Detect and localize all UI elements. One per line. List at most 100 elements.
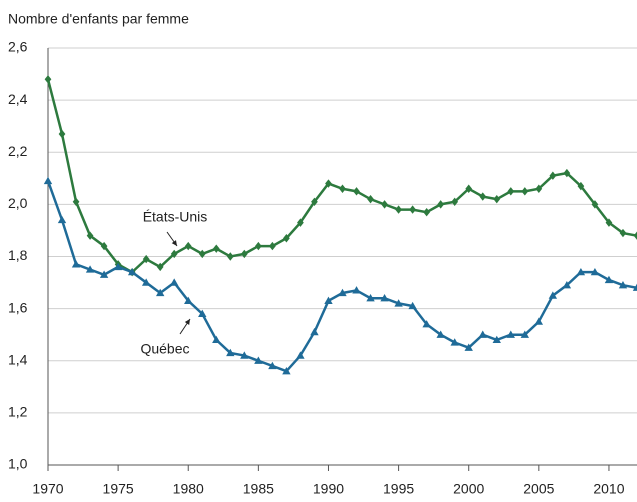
point <box>395 205 402 214</box>
series-label: États-Unis <box>143 209 208 225</box>
point <box>507 187 515 196</box>
point <box>604 275 614 284</box>
point <box>282 366 291 375</box>
point <box>240 249 248 259</box>
point <box>156 262 164 272</box>
y-axis-label: Nombre d'enfants par femme <box>8 11 189 27</box>
arrow-head <box>171 240 177 246</box>
y-tick-label: 2,4 <box>8 91 28 107</box>
point <box>127 267 137 276</box>
point <box>520 330 530 338</box>
point <box>254 356 263 364</box>
point <box>283 234 290 243</box>
y-tick-label: 2,2 <box>8 143 28 159</box>
point <box>492 335 501 344</box>
point <box>479 192 487 201</box>
series-label: Québec <box>140 341 189 357</box>
point <box>394 299 403 307</box>
point <box>591 200 599 209</box>
point <box>548 291 558 299</box>
point <box>436 330 445 338</box>
point <box>184 296 193 304</box>
point <box>451 197 459 206</box>
point <box>86 231 94 240</box>
point <box>633 231 637 240</box>
point <box>464 343 473 351</box>
point <box>506 330 515 338</box>
point <box>353 187 360 196</box>
point <box>226 252 234 261</box>
point <box>352 286 361 294</box>
point <box>240 351 249 359</box>
x-tick-label: 2005 <box>523 481 554 497</box>
y-tick-label: 1,8 <box>8 247 28 263</box>
point <box>339 184 346 193</box>
point <box>113 262 123 271</box>
point <box>71 260 81 268</box>
x-tick-label: 2000 <box>453 481 484 497</box>
series-line <box>46 78 637 274</box>
point <box>437 200 445 209</box>
point <box>72 197 80 206</box>
arrow-head <box>184 319 190 325</box>
x-tick-label: 1975 <box>103 481 134 497</box>
x-tick-label: 1970 <box>32 481 63 497</box>
point <box>44 75 52 84</box>
point <box>212 244 220 253</box>
point <box>562 280 572 289</box>
point <box>422 320 431 328</box>
point <box>170 249 178 259</box>
point <box>478 330 487 338</box>
point <box>325 179 332 188</box>
point <box>198 249 206 259</box>
point <box>268 361 277 370</box>
point <box>155 288 165 297</box>
point <box>381 200 388 209</box>
point <box>577 181 585 191</box>
y-tick-label: 1,4 <box>8 351 28 367</box>
point <box>99 270 109 278</box>
point <box>85 265 95 273</box>
point <box>142 254 150 264</box>
point <box>632 283 637 291</box>
point <box>297 218 304 227</box>
point <box>43 176 53 185</box>
point <box>311 197 318 206</box>
point <box>380 294 389 302</box>
point <box>100 241 108 251</box>
point <box>493 194 501 204</box>
point <box>563 168 571 178</box>
point <box>184 241 192 251</box>
point <box>170 278 179 286</box>
point <box>605 218 613 227</box>
point <box>409 205 416 214</box>
x-tick-label: 1995 <box>383 481 414 497</box>
point <box>521 187 529 196</box>
x-tick-label: 2010 <box>593 481 624 497</box>
x-tick-label: 1990 <box>313 481 344 497</box>
point <box>141 278 151 286</box>
series-line <box>46 180 637 373</box>
point <box>408 301 417 310</box>
point <box>619 228 627 238</box>
point <box>618 280 628 289</box>
y-tick-label: 1,6 <box>8 299 28 315</box>
point <box>198 309 207 317</box>
point <box>535 184 543 193</box>
y-tick-label: 1,2 <box>8 404 28 420</box>
y-tick-label: 2,0 <box>8 195 28 211</box>
point <box>269 241 276 251</box>
point <box>58 129 66 139</box>
point <box>296 351 305 359</box>
y-tick-label: 1,0 <box>8 456 28 472</box>
point <box>226 348 235 357</box>
point <box>212 335 221 344</box>
point <box>57 215 67 224</box>
point <box>367 194 374 204</box>
point <box>465 184 473 193</box>
y-tick-label: 2,6 <box>8 39 28 55</box>
x-tick-label: 1985 <box>243 481 274 497</box>
point <box>590 267 600 276</box>
point <box>310 327 319 336</box>
point <box>423 207 431 217</box>
